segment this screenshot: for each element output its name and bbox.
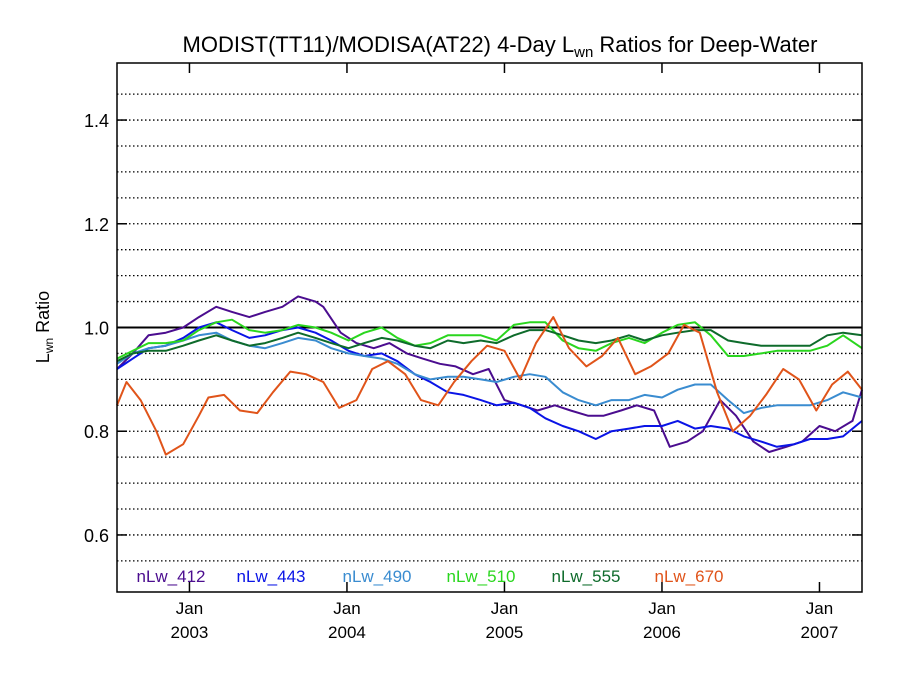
y-tick-label-1: 0.8 (84, 422, 109, 442)
legend-entry-nLw_490: nLw_490 (342, 567, 411, 586)
x-tick-year-0: 2003 (171, 623, 209, 642)
y-tick-label-3: 1.2 (84, 215, 109, 235)
x-tick-year-4: 2007 (801, 623, 839, 642)
legend-entry-nLw_443: nLw_443 (236, 567, 305, 586)
x-tick-month-1: Jan (333, 599, 360, 618)
grid-lines (117, 93, 862, 562)
ylabel-main: L (33, 353, 53, 363)
axis-ticks: 0.6 0.8 1.0 1.2 1.4 Jan 2003 Jan 2004 Jan 2005 Jan 2… (84, 63, 862, 642)
x-tick-month-2: Jan (491, 599, 518, 618)
chart-title: MODIST(TT11)/MODISA(AT22) 4-Day Lwn Rati… (183, 32, 818, 61)
x-tick-year-1: 2004 (328, 623, 366, 642)
legend-entry-nLw_412: nLw_412 (136, 567, 205, 586)
title-suffix: Ratios for Deep-Water (593, 32, 817, 57)
series-line-nLw_510 (116, 318, 863, 360)
x-tick-year-3: 2006 (643, 623, 681, 642)
y-tick-label-4: 1.4 (84, 111, 109, 131)
x-tick-month-4: Jan (806, 599, 833, 618)
series-lines (116, 295, 863, 456)
series-line-nLw_670 (116, 316, 863, 456)
legend: nLw_412 nLw_443 nLw_490 nLw_510 nLw_555 nLw_6… (136, 567, 723, 586)
series-line-nLw_555 (116, 329, 863, 363)
y-tick-label-0: 0.6 (84, 526, 109, 546)
x-tick-month-0: Jan (176, 599, 203, 618)
x-tick-year-2: 2005 (486, 623, 524, 642)
ylabel-suffix: Ratio (33, 291, 53, 338)
title-prefix: MODIST(TT11)/MODISA(AT22) 4-Day L (183, 32, 575, 57)
title-subscript: wn (573, 44, 593, 61)
x-tick-month-3: Jan (648, 599, 675, 618)
y-tick-label-2: 1.0 (84, 319, 109, 339)
ylabel-subscript: wn (42, 338, 56, 354)
legend-entry-nLw_510: nLw_510 (446, 567, 515, 586)
legend-entry-nLw_555: nLw_555 (551, 567, 620, 586)
series-line-nLw_443 (116, 321, 863, 448)
legend-entry-nLw_670: nLw_670 (654, 567, 723, 586)
y-axis-title: Lwn Ratio (33, 291, 56, 363)
